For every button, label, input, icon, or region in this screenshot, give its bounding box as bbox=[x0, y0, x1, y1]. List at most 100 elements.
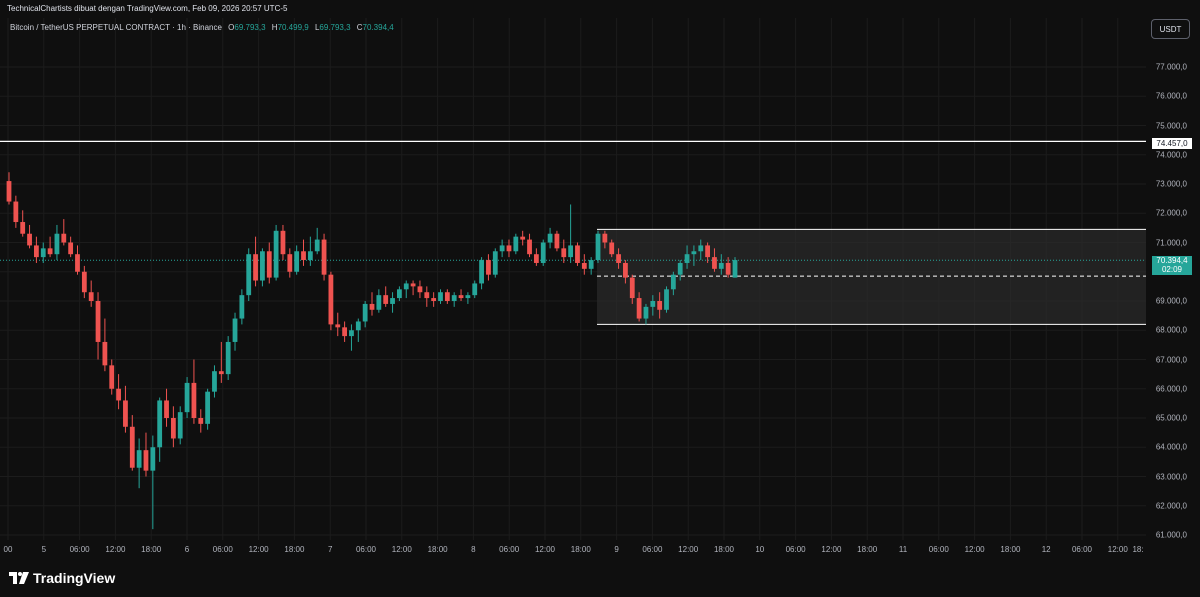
currency-button[interactable]: USDT bbox=[1151, 19, 1190, 39]
candle-body bbox=[6, 181, 12, 202]
time-tick-label: 12:00 bbox=[964, 545, 985, 554]
candle-body bbox=[513, 236, 519, 252]
candle-body bbox=[609, 242, 615, 255]
candle-body bbox=[40, 248, 46, 258]
candle-body bbox=[444, 292, 450, 301]
price-tick-label: 71.000,0 bbox=[1155, 238, 1187, 247]
candle-body bbox=[677, 262, 683, 275]
candle-body bbox=[568, 245, 574, 258]
candle bbox=[486, 254, 491, 281]
chart-overlays bbox=[0, 140, 1146, 325]
candle bbox=[321, 233, 327, 281]
candle-body bbox=[383, 295, 389, 304]
candle-body bbox=[355, 321, 361, 331]
candle-body bbox=[390, 298, 395, 304]
time-tick-label: 06:00 bbox=[499, 545, 520, 554]
candle bbox=[383, 286, 389, 307]
price-chart[interactable] bbox=[0, 18, 1146, 540]
candle-body bbox=[636, 298, 642, 319]
candle bbox=[568, 204, 574, 263]
candle bbox=[61, 219, 67, 246]
candle-body bbox=[376, 295, 382, 310]
candle-body bbox=[81, 271, 87, 293]
price-tick-label: 62.000,0 bbox=[1155, 501, 1187, 511]
candle bbox=[150, 435, 156, 530]
candle bbox=[143, 432, 149, 477]
candle-body bbox=[465, 295, 471, 299]
candle-body bbox=[88, 292, 94, 301]
candle bbox=[410, 280, 416, 296]
close-label: C bbox=[356, 23, 363, 32]
candle bbox=[718, 254, 724, 275]
candle-body bbox=[438, 292, 443, 301]
candle bbox=[13, 195, 19, 228]
candle bbox=[595, 230, 601, 263]
candle bbox=[588, 257, 594, 275]
candle-body bbox=[705, 245, 711, 258]
attribution-text: TechnicalChartists dibuat dengan Trading… bbox=[7, 4, 288, 13]
candle-body bbox=[396, 289, 402, 299]
candle bbox=[54, 224, 60, 261]
candle-body bbox=[431, 298, 437, 301]
candle bbox=[623, 260, 628, 284]
candle bbox=[458, 289, 464, 301]
candle-body bbox=[143, 450, 149, 471]
candle-body bbox=[499, 245, 505, 252]
candle bbox=[684, 245, 690, 269]
candle bbox=[232, 312, 238, 351]
candle-body bbox=[218, 371, 224, 375]
price-axis[interactable]: 77.000,0 76.000,0 75.000,0 74.000,0 73.000,0… bbox=[1146, 18, 1200, 540]
candle-body bbox=[533, 254, 539, 263]
price-tick-label: 64.000,0 bbox=[1155, 442, 1187, 452]
candle bbox=[609, 239, 615, 258]
price-tick-label: 74.000,0 bbox=[1155, 150, 1187, 160]
candle bbox=[75, 245, 80, 275]
candle bbox=[376, 289, 382, 313]
candle bbox=[712, 248, 717, 272]
candle bbox=[636, 292, 642, 322]
candle-body bbox=[273, 230, 279, 278]
open-label: O bbox=[228, 23, 235, 32]
time-axis[interactable]: 00 5 06:00 12:00 18:00 6 06:00 12:00 18:00 7 06:00… bbox=[0, 540, 1146, 558]
candle-body bbox=[170, 418, 176, 439]
time-tick-label: 18:00 bbox=[857, 545, 878, 554]
time-tick-label: 18:00 bbox=[427, 545, 448, 554]
candle-body bbox=[150, 447, 156, 471]
tradingview-logo[interactable]: TradingView bbox=[9, 569, 115, 587]
candle bbox=[170, 406, 176, 448]
candle bbox=[581, 254, 587, 275]
candle bbox=[47, 236, 53, 258]
time-tick-label: 12:00 bbox=[678, 545, 699, 554]
time-tick-label: 12:00 bbox=[821, 545, 842, 554]
candle-body bbox=[527, 239, 532, 255]
candle bbox=[691, 245, 697, 266]
candle-body bbox=[47, 248, 53, 255]
candle-body bbox=[198, 418, 204, 424]
candle-body bbox=[520, 236, 526, 240]
time-tick-label: 06:00 bbox=[785, 545, 806, 554]
time-tick-label: 5 bbox=[41, 545, 47, 554]
price-tick-label: 61.000,0 bbox=[1155, 530, 1187, 540]
candle-body bbox=[561, 248, 567, 258]
countdown-value: 02:09 bbox=[1161, 265, 1183, 274]
time-tick-label: 11 bbox=[898, 545, 908, 554]
candle bbox=[431, 292, 437, 307]
time-tick-label: 06:00 bbox=[69, 545, 90, 554]
tradingview-logo-text: TradingView bbox=[33, 570, 116, 586]
time-tick-label: 18: bbox=[1132, 545, 1144, 554]
candle-body bbox=[335, 324, 341, 328]
candle-body bbox=[20, 222, 26, 234]
time-tick-label: 12:00 bbox=[248, 545, 269, 554]
candle-body bbox=[725, 262, 731, 275]
candle-body bbox=[136, 450, 142, 468]
candle-body bbox=[664, 289, 669, 310]
candles-layer bbox=[6, 172, 738, 530]
time-tick-label: 7 bbox=[327, 545, 333, 554]
candle-body bbox=[684, 254, 690, 263]
candle-body bbox=[643, 306, 649, 319]
price-tick-label: 63.000,0 bbox=[1155, 472, 1187, 481]
candle-body bbox=[458, 295, 464, 299]
time-tick-label: 12:00 bbox=[1107, 545, 1128, 554]
candle-body bbox=[54, 233, 60, 255]
footer: TradingView bbox=[0, 558, 1200, 597]
